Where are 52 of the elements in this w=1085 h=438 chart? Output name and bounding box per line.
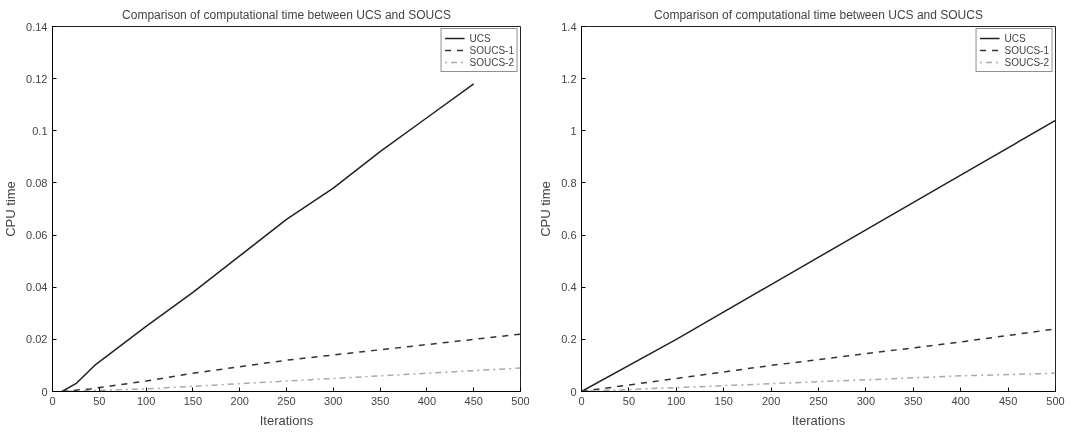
x-tick-label: 100	[136, 394, 156, 407]
x-axis-title: Iterations	[259, 412, 314, 428]
y-tick-label: 0.12	[26, 72, 48, 85]
x-tick-label: 500	[1046, 394, 1065, 407]
y-axis-title: CPU time	[538, 181, 554, 237]
x-tick-label: 350	[370, 394, 390, 407]
x-tick-label: 200	[230, 394, 249, 407]
y-tick-label: 1.2	[561, 72, 577, 85]
chart-title: Comparison of computational time between UCS and SOUCS	[654, 7, 983, 22]
x-tick-label: 450	[998, 394, 1018, 407]
y-tick-label: 0	[570, 385, 577, 398]
y-tick-label: 0.6	[561, 229, 577, 242]
line-series	[61, 83, 475, 392]
y-tick-label: 0.4	[561, 281, 577, 294]
x-tick-label: 450	[464, 394, 483, 407]
chart-title: Comparison of computational time between UCS and SOUCS	[122, 7, 451, 22]
y-axis-title: CPU time	[3, 181, 19, 237]
x-tick-label: 400	[417, 394, 437, 407]
y-tick-label: 0.02	[26, 333, 48, 346]
y-tick-label: 0.14	[26, 20, 48, 33]
legend-label: SOUCS-1	[469, 44, 514, 56]
x-tick-label: 150	[714, 394, 733, 407]
x-tick-label: 150	[183, 394, 203, 407]
line-series	[61, 333, 521, 392]
y-tick-label: 1	[570, 124, 577, 137]
x-axis-title: Iterations	[791, 412, 846, 428]
y-tick-label: 0.06	[26, 229, 48, 242]
legend-label: UCS	[469, 32, 491, 44]
y-tick-label: 0.08	[26, 176, 48, 189]
x-tick-label: 250	[277, 394, 296, 407]
y-tick-label: 0.04	[26, 281, 48, 294]
x-tick-label: 300	[324, 394, 343, 407]
x-tick-label: 50	[93, 394, 106, 407]
legend-label: SOUCS-1	[1004, 44, 1049, 56]
x-tick-label: 100	[667, 394, 686, 407]
x-tick-label: 0	[578, 394, 585, 407]
x-tick-label: 50	[622, 394, 636, 407]
x-tick-label: 350	[904, 394, 923, 407]
legend-label: SOUCS-2	[469, 56, 514, 68]
y-tick-label: 0.8	[561, 176, 577, 189]
x-tick-label: 300	[856, 394, 876, 407]
x-tick-label: 0	[49, 394, 56, 407]
y-tick-label: 0.1	[32, 124, 48, 137]
y-tick-label: 0.2	[561, 333, 577, 346]
y-tick-label: 0	[41, 385, 48, 398]
legend-label: UCS	[1004, 32, 1026, 44]
legend-label: SOUCS-2	[1004, 56, 1049, 68]
x-tick-label: 250	[809, 394, 828, 407]
x-tick-label: 500	[511, 394, 530, 407]
x-tick-label: 400	[951, 394, 970, 407]
y-tick-label: 1.4	[561, 20, 577, 33]
x-tick-label: 200	[761, 394, 781, 407]
